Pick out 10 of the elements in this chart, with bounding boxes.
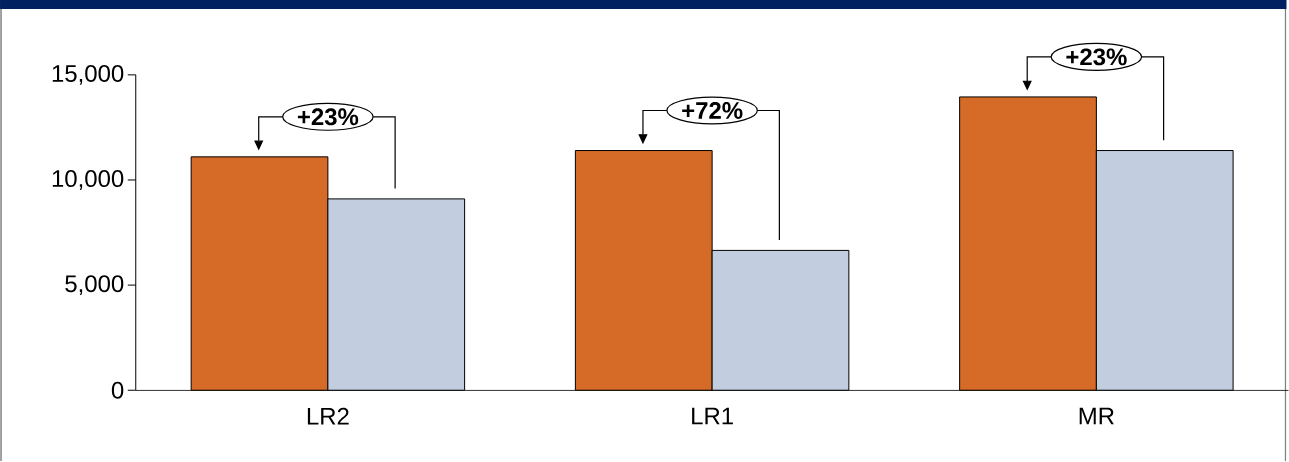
- x-tick-label: LR2: [307, 407, 349, 425]
- x-tick-label: LR1: [692, 407, 733, 425]
- y-tick-label: 10,000: [52, 170, 124, 190]
- x-tick-label: MR: [1079, 407, 1114, 425]
- y-tick-label: 0: [111, 381, 124, 399]
- y-tick-label: 15,000: [52, 65, 124, 85]
- text: +23%: [1066, 48, 1127, 66]
- y-tick-label: 5,000: [65, 275, 124, 296]
- annotation: +23%: [297, 108, 359, 126]
- annotation: +72%: [682, 102, 743, 120]
